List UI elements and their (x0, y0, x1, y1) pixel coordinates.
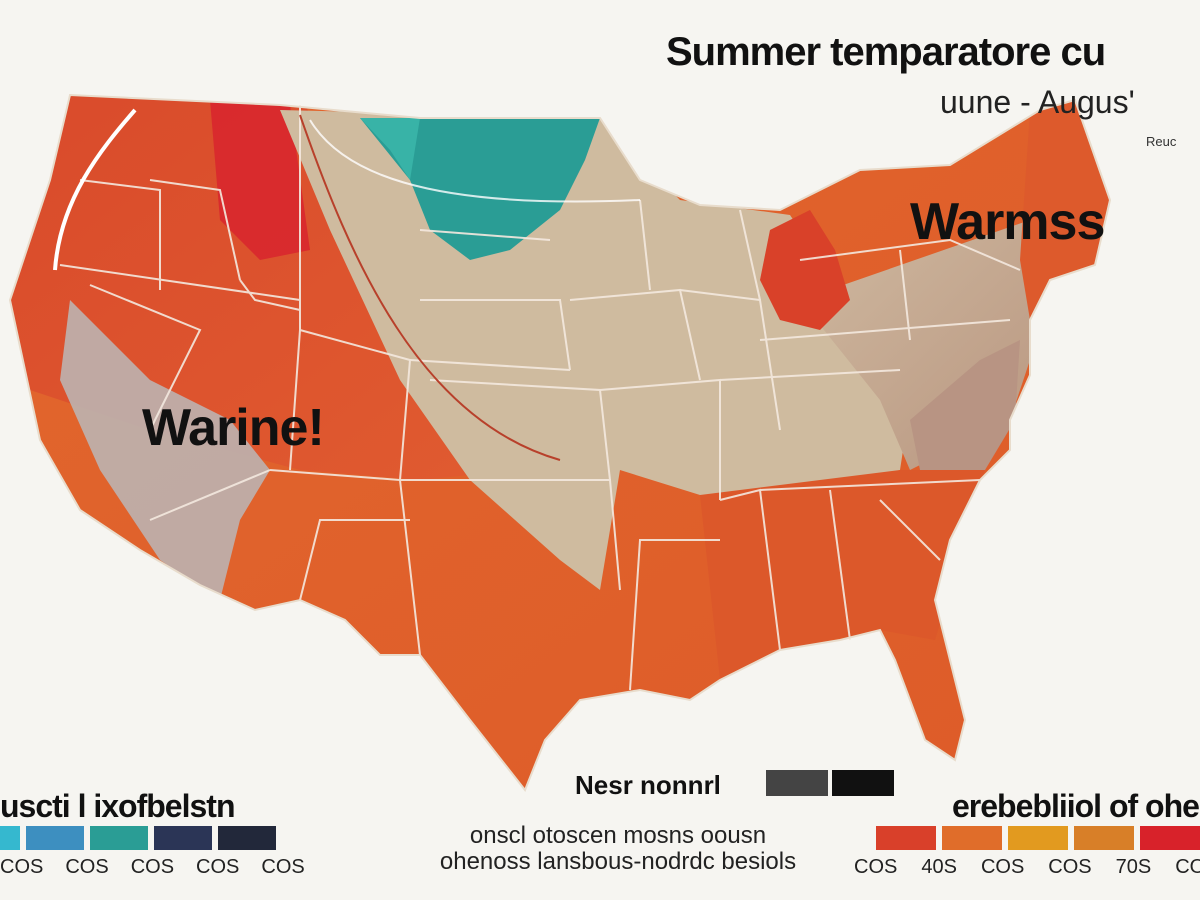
legend-cool-tick-2: COS (65, 856, 109, 878)
legend-cool-title: uscti l ixofbelstn (0, 788, 235, 824)
region-virginia (910, 340, 1020, 470)
legend-warm-tick-1: COS (854, 856, 898, 878)
legend-cool-swatches (0, 826, 276, 850)
region-idaho (210, 100, 310, 260)
legend-cool-swatch-5 (218, 826, 276, 850)
warm-boundary-arc-center (299, 114, 561, 461)
legend-normal-swatches (766, 770, 894, 796)
map-credit: Reuc (1146, 134, 1177, 149)
legend-warm-tick-3: COS (980, 856, 1025, 878)
state-borders (59, 105, 1021, 691)
legend-cool-swatch-3 (90, 826, 148, 850)
legend-warm-swatch-2 (942, 826, 1002, 850)
us-outline (8, 93, 1112, 792)
legend-warm-swatch-5 (1140, 826, 1200, 850)
legend-cool-tick-1: COS (0, 856, 44, 878)
map-subtitle: uune - Augus' (940, 84, 1135, 120)
legend-cool-swatch-4 (154, 826, 212, 850)
legend-warm-swatches (876, 826, 1200, 850)
region-north-central-cool (360, 118, 600, 260)
legend-cool-swatch-1 (0, 826, 20, 850)
cool-boundary-arc (309, 119, 641, 203)
legend-warm-tick-6: COS (1175, 856, 1200, 878)
region-michigan (760, 210, 850, 330)
footnote-line-1: onscl otoscen mosns oousn (469, 822, 767, 849)
legend-cool-tick-4: COS (196, 856, 240, 878)
legend-warm-swatch-1 (876, 826, 936, 850)
footnote-line-2: ohenoss lansbous-nodrdc besiols (439, 848, 797, 875)
legend-warm-swatch-4 (1074, 826, 1134, 850)
map-title: Summer temparatore cu (666, 30, 1106, 74)
legend-warm-swatch-3 (1008, 826, 1068, 850)
legend-cool-ticks: COS COS COS COS COS (0, 856, 305, 879)
legend-cool-swatch-2 (26, 826, 84, 850)
warm-boundary-arc-west (53, 108, 137, 271)
region-southeast (700, 470, 985, 680)
legend-cool-tick-5: COS (261, 856, 305, 878)
legend-normal-swatch-1 (766, 770, 828, 796)
legend-cool-tick-3: COS (130, 856, 175, 878)
region-great-basin (60, 300, 270, 600)
legend-warm-ticks: COS 40S COS COS 70S COS (854, 856, 1200, 879)
legend-normal-swatch-2 (832, 770, 894, 796)
region-north-central-cool-light (360, 118, 420, 180)
region-label-west: Warine! (142, 399, 325, 457)
legend-warm-tick-4: COS (1048, 856, 1092, 878)
legend-warm-tick-5: 70S (1115, 856, 1152, 878)
region-label-east: Warmss (910, 193, 1105, 251)
legend-warm-title: erebebliiol of ohe (952, 788, 1200, 824)
legend-warm-tick-2: 40S (921, 856, 957, 878)
legend-normal-title: Nesr nonnrl (575, 770, 721, 800)
region-maine (1020, 100, 1110, 320)
